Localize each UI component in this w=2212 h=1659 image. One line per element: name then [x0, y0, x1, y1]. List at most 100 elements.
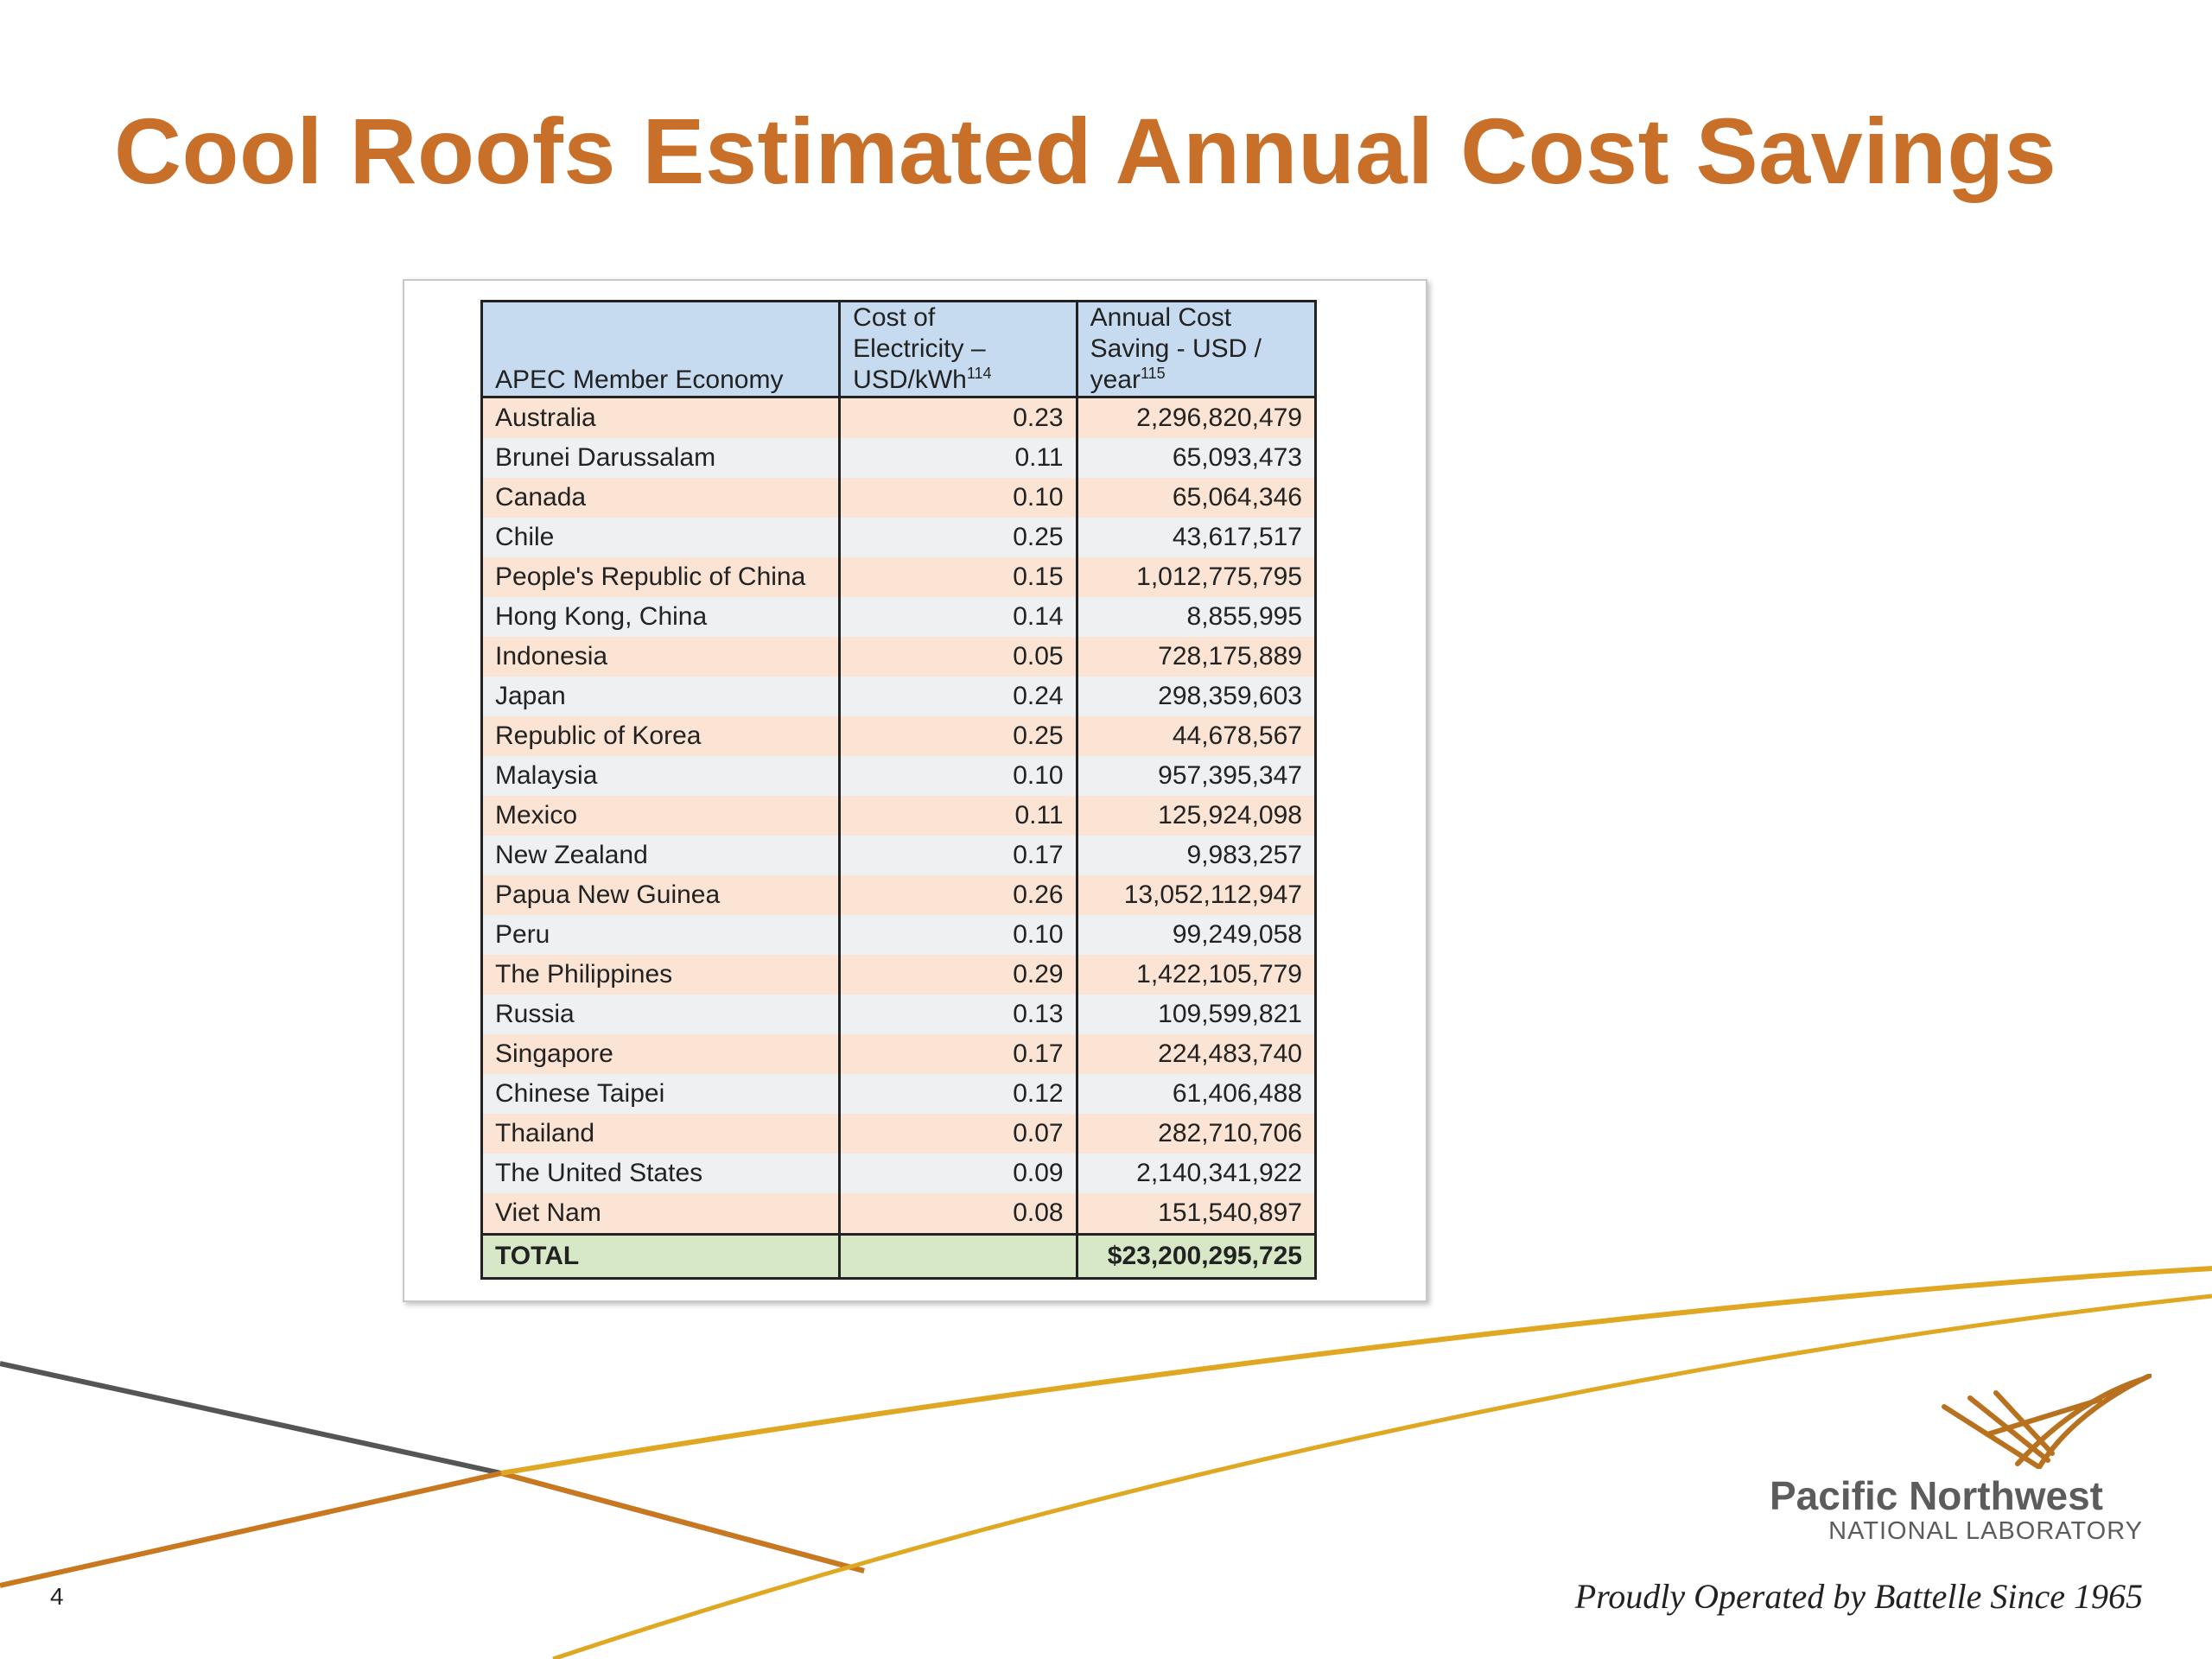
footnote-ref: 115 — [1140, 365, 1166, 382]
table-row: Russia 0.13 109,599,821 — [480, 995, 1318, 1034]
electricity-cost-cell: 0.15 — [838, 557, 1078, 597]
table-row: Papua New Guinea 0.26 13,052,112,947 — [480, 875, 1318, 915]
economy-cell: Viet Nam — [480, 1193, 842, 1235]
annual-saving-cell: 957,395,347 — [1075, 756, 1318, 796]
electricity-cost-cell: 0.09 — [838, 1154, 1078, 1193]
economy-cell: Peru — [480, 915, 842, 955]
table-row: Japan 0.24 298,359,603 — [480, 677, 1318, 716]
economy-cell: Papua New Guinea — [480, 875, 842, 915]
annual-saving-cell: 109,599,821 — [1075, 995, 1318, 1034]
electricity-cost-cell: 0.13 — [838, 995, 1078, 1034]
electricity-cost-cell: 0.08 — [838, 1193, 1078, 1235]
table-row: Thailand 0.07 282,710,706 — [480, 1114, 1318, 1154]
economy-cell: Russia — [480, 995, 842, 1034]
economy-cell: Mexico — [480, 796, 842, 836]
header-economy: APEC Member Economy — [480, 300, 842, 398]
table-row: People's Republic of China 0.15 1,012,775,… — [480, 557, 1318, 597]
economy-cell: Chinese Taipei — [480, 1074, 842, 1114]
total-label: TOTAL — [480, 1233, 842, 1280]
table-row: Chile 0.25 43,617,517 — [480, 518, 1318, 557]
header-electricity-cost: Cost of Electricity – USD/kWh114 — [838, 300, 1078, 398]
electricity-cost-cell: 0.25 — [838, 716, 1078, 756]
annual-saving-cell: 9,983,257 — [1075, 836, 1318, 875]
annual-saving-cell: 61,406,488 — [1075, 1074, 1318, 1114]
economy-cell: Hong Kong, China — [480, 597, 842, 637]
slide-title: Cool Roofs Estimated Annual Cost Savings — [114, 99, 2057, 203]
economy-cell: Singapore — [480, 1034, 842, 1074]
annual-saving-cell: 728,175,889 — [1075, 637, 1318, 677]
electricity-cost-cell: 0.26 — [838, 875, 1078, 915]
electricity-cost-cell: 0.11 — [838, 438, 1078, 478]
annual-saving-cell: 8,855,995 — [1075, 597, 1318, 637]
annual-saving-cell: 125,924,098 — [1075, 796, 1318, 836]
table-row: Malaysia 0.10 957,395,347 — [480, 756, 1318, 796]
economy-cell: Brunei Darussalam — [480, 438, 842, 478]
economy-cell: The Philippines — [480, 955, 842, 995]
annual-saving-cell: 43,617,517 — [1075, 518, 1318, 557]
annual-saving-cell: 151,540,897 — [1075, 1193, 1318, 1235]
table-header-row: APEC Member Economy Cost of Electricity … — [480, 300, 1318, 398]
annual-saving-cell: 65,093,473 — [1075, 438, 1318, 478]
annual-saving-cell: 224,483,740 — [1075, 1034, 1318, 1074]
electricity-cost-cell: 0.05 — [838, 637, 1078, 677]
table-row: New Zealand 0.17 9,983,257 — [480, 836, 1318, 875]
table-row: Singapore 0.17 224,483,740 — [480, 1034, 1318, 1074]
table-row: The United States 0.09 2,140,341,922 — [480, 1154, 1318, 1193]
electricity-cost-cell: 0.17 — [838, 836, 1078, 875]
electricity-cost-cell: 0.25 — [838, 518, 1078, 557]
electricity-cost-cell: 0.07 — [838, 1114, 1078, 1154]
economy-cell: Canada — [480, 478, 842, 518]
header-annual-saving: Annual Cost Saving - USD / year115 — [1075, 300, 1318, 398]
economy-cell: The United States — [480, 1154, 842, 1193]
electricity-cost-cell: 0.24 — [838, 677, 1078, 716]
table-row: Mexico 0.11 125,924,098 — [480, 796, 1318, 836]
table-row: Indonesia 0.05 728,175,889 — [480, 637, 1318, 677]
economy-cell: Malaysia — [480, 756, 842, 796]
annual-saving-cell: 99,249,058 — [1075, 915, 1318, 955]
economy-cell: Republic of Korea — [480, 716, 842, 756]
annual-saving-cell: 2,140,341,922 — [1075, 1154, 1318, 1193]
table-row: The Philippines 0.29 1,422,105,779 — [480, 955, 1318, 995]
table-figure: APEC Member Economy Cost of Electricity … — [403, 279, 1427, 1302]
total-saving: $23,200,295,725 — [1075, 1233, 1318, 1280]
cost-savings-table: APEC Member Economy Cost of Electricity … — [480, 300, 1318, 1280]
economy-cell: People's Republic of China — [480, 557, 842, 597]
annual-saving-cell: 1,012,775,795 — [1075, 557, 1318, 597]
logo-subtitle: NATIONAL LABORATORY — [1828, 1517, 2143, 1545]
page-number: 4 — [50, 1583, 64, 1610]
annual-saving-cell: 13,052,112,947 — [1075, 875, 1318, 915]
table-row: Brunei Darussalam 0.11 65,093,473 — [480, 438, 1318, 478]
electricity-cost-cell: 0.10 — [838, 478, 1078, 518]
economy-cell: Thailand — [480, 1114, 842, 1154]
electricity-cost-cell: 0.29 — [838, 955, 1078, 995]
economy-cell: Japan — [480, 677, 842, 716]
annual-saving-cell: 1,422,105,779 — [1075, 955, 1318, 995]
electricity-cost-cell: 0.10 — [838, 756, 1078, 796]
annual-saving-cell: 65,064,346 — [1075, 478, 1318, 518]
table-row: Viet Nam 0.08 151,540,897 — [480, 1193, 1318, 1235]
annual-saving-cell: 282,710,706 — [1075, 1114, 1318, 1154]
economy-cell: Australia — [480, 397, 842, 438]
battelle-tagline: Proudly Operated by Battelle Since 1965 — [1574, 1577, 2143, 1616]
annual-saving-cell: 2,296,820,479 — [1075, 397, 1318, 438]
table-row: Australia 0.23 2,296,820,479 — [480, 397, 1318, 438]
logo-name: Pacific Northwest — [1770, 1473, 2103, 1518]
electricity-cost-cell: 0.10 — [838, 915, 1078, 955]
table-total-row: TOTAL $23,200,295,725 — [480, 1233, 1318, 1280]
table-row: Chinese Taipei 0.12 61,406,488 — [480, 1074, 1318, 1114]
electricity-cost-cell: 0.17 — [838, 1034, 1078, 1074]
electricity-cost-cell: 0.14 — [838, 597, 1078, 637]
table-row: Peru 0.10 99,249,058 — [480, 915, 1318, 955]
annual-saving-cell: 298,359,603 — [1075, 677, 1318, 716]
table-row: Hong Kong, China 0.14 8,855,995 — [480, 597, 1318, 637]
electricity-cost-cell: 0.11 — [838, 796, 1078, 836]
economy-cell: Indonesia — [480, 637, 842, 677]
electricity-cost-cell: 0.23 — [838, 397, 1078, 438]
economy-cell: New Zealand — [480, 836, 842, 875]
electricity-cost-cell: 0.12 — [838, 1074, 1078, 1114]
table-row: Republic of Korea 0.25 44,678,567 — [480, 716, 1318, 756]
economy-cell: Chile — [480, 518, 842, 557]
pnnl-chevron-logo-icon — [1942, 1374, 2152, 1469]
table-row: Canada 0.10 65,064,346 — [480, 478, 1318, 518]
